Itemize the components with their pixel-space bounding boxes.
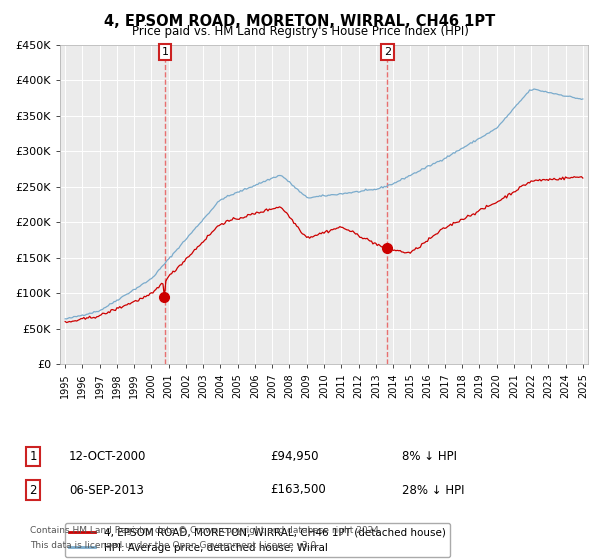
Text: 4, EPSOM ROAD, MORETON, WIRRAL, CH46 1PT: 4, EPSOM ROAD, MORETON, WIRRAL, CH46 1PT — [104, 14, 496, 29]
Text: 06-SEP-2013: 06-SEP-2013 — [69, 483, 144, 497]
Text: 8% ↓ HPI: 8% ↓ HPI — [402, 450, 457, 463]
Text: 1: 1 — [29, 450, 37, 463]
Text: This data is licensed under the Open Government Licence v3.0.: This data is licensed under the Open Gov… — [30, 541, 319, 550]
Text: 28% ↓ HPI: 28% ↓ HPI — [402, 483, 464, 497]
Text: 1: 1 — [161, 47, 169, 57]
Text: Contains HM Land Registry data © Crown copyright and database right 2024.: Contains HM Land Registry data © Crown c… — [30, 526, 382, 535]
Legend: 4, EPSOM ROAD, MORETON, WIRRAL, CH46 1PT (detached house), HPI: Average price, d: 4, EPSOM ROAD, MORETON, WIRRAL, CH46 1PT… — [65, 523, 450, 557]
Text: Price paid vs. HM Land Registry's House Price Index (HPI): Price paid vs. HM Land Registry's House … — [131, 25, 469, 38]
Text: 2: 2 — [29, 483, 37, 497]
Text: £163,500: £163,500 — [270, 483, 326, 497]
Text: £94,950: £94,950 — [270, 450, 319, 463]
Text: 2: 2 — [384, 47, 391, 57]
Text: 12-OCT-2000: 12-OCT-2000 — [69, 450, 146, 463]
